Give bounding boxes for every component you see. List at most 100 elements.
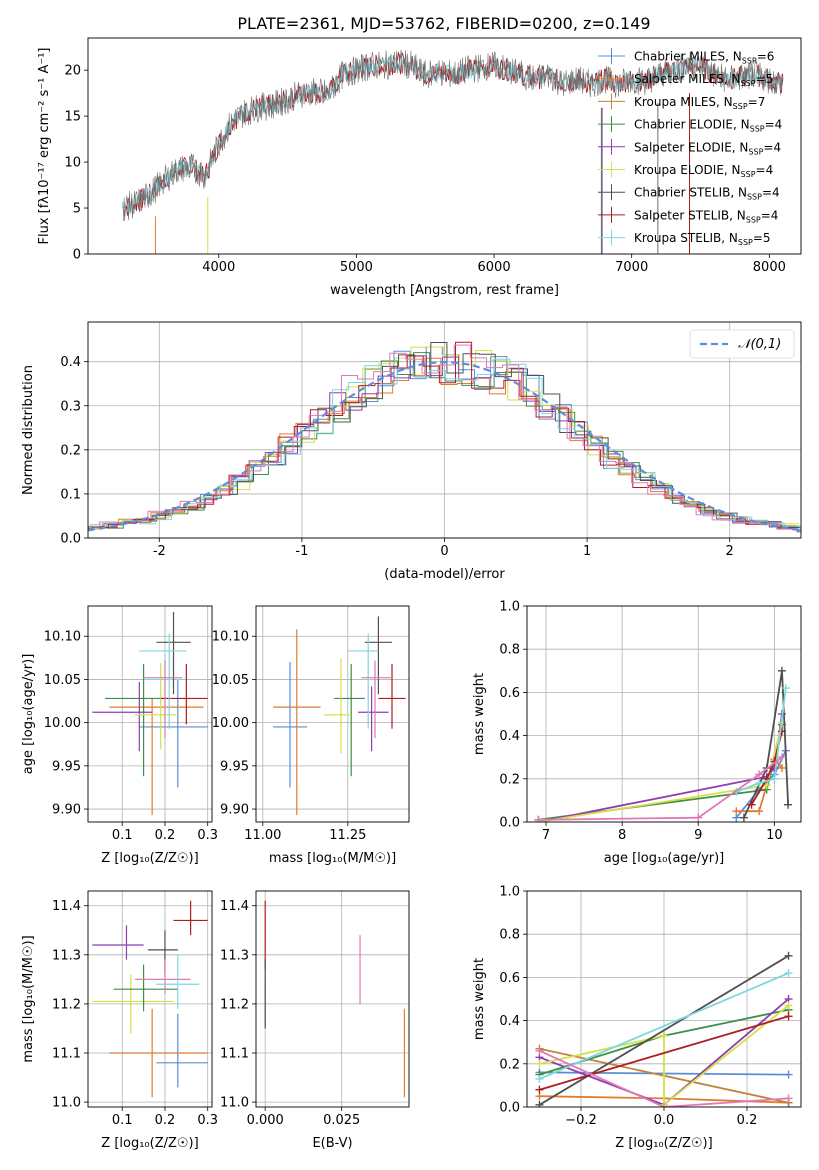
plot-area [534,666,793,822]
x-tick-label: 0.000 [247,1113,284,1128]
axes-frame [87,605,213,823]
mass-weight-line [539,955,789,1106]
x-tick-label: 8 [618,828,626,843]
x-axis-label: E(B-V) [312,1136,352,1151]
x-axis-label: mass [log₁₀(M/M☉)] [269,851,396,866]
y-tick-label: 0.4 [499,1014,520,1029]
y-tick-label: 5 [73,202,81,217]
x-tick-label: 0.3 [197,828,218,843]
x-tick-label: 8000 [753,260,786,275]
y-tick-label: 11.2 [220,997,249,1012]
axes-frame [526,890,802,1108]
legend-entry-9: Kroupa STELIB, NSSP=5 [634,231,771,247]
x-tick-label: 0.2 [155,1113,176,1128]
y-tick-label: 10.00 [212,716,249,731]
y-tick-label: 9.95 [220,759,249,774]
axes-frame [255,605,410,823]
y-axis-label: Normed distribution [21,365,36,495]
plot-area [92,612,208,816]
legend-entry-7: Chabrier STELIB, NSSP=4 [634,186,780,202]
plot-area [273,616,406,816]
y-tick-label: 0.3 [60,399,81,414]
legend-entry-5: Salpeter ELODIE, NSSP=4 [634,140,781,156]
y-tick-label: 0.1 [60,487,81,502]
y-tick-label: 10 [64,156,81,171]
y-tick-label: 10.00 [44,716,81,731]
y-tick-label: 9.90 [52,803,81,818]
mass-weight-vs-age-plot: 7 8 9 10 0.0 0.2 0.4 0.6 0.8 1.0 age [log₁₀(age/yr… [472,600,802,866]
plot-area [121,49,784,254]
y-tick-label: 0.0 [499,816,520,831]
plot-area [92,900,208,1098]
legend-box [689,329,795,359]
x-axis-label: wavelength [Angstrom, rest frame] [330,283,559,298]
x-tick-label: -1 [295,544,308,559]
mass-vs-metallicity-plot: 0.1 0.2 0.3 11.0 11.1 11.2 11.3 11.4 Z [log₁₀(Z/… [21,890,218,1151]
x-tick-label: 0.1 [112,828,133,843]
x-tick-label: −0.2 [565,1113,597,1128]
axes-frame [87,321,802,539]
y-tick-label: 11.4 [52,899,81,914]
y-tick-label: 11.4 [220,899,249,914]
legend-entry-6: Kroupa ELODIE, NSSP=4 [634,163,773,179]
axes-frame [526,605,802,823]
x-axis-label: Z [log₁₀(Z/Z☉)] [101,851,198,866]
histogram-steps [88,342,801,529]
x-tick-label: 2 [726,544,734,559]
y-tick-label: 1.0 [499,885,520,900]
y-tick-label: 9.90 [220,803,249,818]
x-tick-label: 0.1 [112,1113,133,1128]
x-tick-label: 7000 [615,260,648,275]
y-tick-label: 11.1 [52,1047,81,1062]
x-tick-label: 5000 [340,260,373,275]
y-axis-label: age [log₁₀(age/yr)] [21,654,36,775]
y-tick-label: 0.2 [60,443,81,458]
x-tick-label: 0.3 [197,1113,218,1128]
y-tick-label: 0.6 [499,971,520,986]
y-tick-label: 10.05 [44,673,81,688]
x-axis-label: Z [log₁₀(Z/Z☉)] [615,1136,712,1151]
x-tick-label: 0.2 [155,828,176,843]
x-tick-label: 0.2 [737,1113,758,1128]
mass-weight-line [539,1049,789,1107]
y-axis-label: mass [log₁₀(M/M☉)] [21,935,36,1062]
histogram-steps [88,358,801,532]
y-tick-label: 10.10 [212,630,249,645]
observed-spectrum-line [122,49,784,222]
y-axis-label: mass weight [472,673,487,755]
y-tick-label: 11.3 [52,948,81,963]
mass-vs-ebv-plot: 0.000 0.025 11.0 11.1 11.2 11.3 11.4 E(B-V) [220,890,410,1151]
y-tick-label: 11.1 [220,1047,249,1062]
y-tick-label: 1.0 [499,600,520,615]
x-axis-label: age [log₁₀(age/yr)] [604,851,725,866]
mass-weight-line [539,972,789,1080]
plot-area [535,951,793,1107]
y-tick-label: 15 [64,110,81,125]
y-tick-label: 20 [64,64,81,79]
residuals-histogram-plot: -2 -1 0 1 2 0.0 0.1 0.2 0.3 0.4 (data-model)/error… [21,321,802,582]
axes-frame [87,37,802,255]
x-tick-label: 7 [542,828,550,843]
y-tick-label: 0 [73,248,81,263]
y-tick-label: 0.8 [499,928,520,943]
y-tick-label: 0.8 [499,643,520,658]
legend-entry-3: Kroupa MILES, NSSP=7 [634,95,765,111]
mass-weight-vs-metallicity-plot: −0.2 0.0 0.2 0.0 0.2 0.4 0.6 0.8 1.0 Z [log₁₀(Z/Z… [472,885,802,1151]
x-axis-label: (data-model)/error [384,567,505,582]
y-tick-label: 0.4 [499,729,520,744]
legend-entry: 𝒩(0,1) [738,337,781,352]
x-tick-label: -2 [153,544,166,559]
y-tick-label: 10.10 [44,630,81,645]
gaussian-curve [88,360,801,532]
plot-area [264,900,406,1098]
mass-weight-line [735,687,787,793]
y-tick-label: 0.2 [499,772,520,787]
mass-weight-line [743,670,789,819]
x-tick-label: 11.25 [329,828,366,843]
spectrum-plot: 4000 5000 6000 7000 8000 0 5 10 15 20 wavelength [… [37,37,802,298]
legend-entry-4: Chabrier ELODIE, NSSP=4 [634,118,782,134]
x-tick-label: 6000 [478,260,511,275]
age-vs-mass-plot: 11.00 11.25 9.90 9.95 10.00 10.05 10.10 mass [l… [212,605,410,866]
x-tick-label: 9 [694,828,702,843]
